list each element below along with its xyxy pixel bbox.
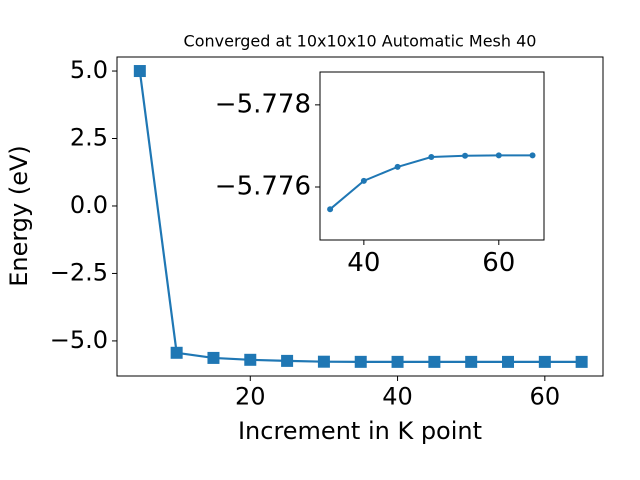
data-point bbox=[502, 355, 515, 368]
y-tick-label: 0.0 bbox=[70, 191, 108, 219]
data-point bbox=[428, 154, 435, 161]
data-point bbox=[462, 152, 469, 159]
x-tick-label: 60 bbox=[482, 248, 515, 278]
y-axis-label: Energy (eV) bbox=[5, 145, 33, 287]
y-tick-label: −5.778 bbox=[215, 89, 311, 119]
data-point bbox=[317, 355, 330, 368]
data-point bbox=[394, 163, 401, 170]
data-point bbox=[538, 355, 551, 368]
data-point bbox=[244, 353, 257, 366]
y-tick-label: −5.0 bbox=[50, 326, 108, 354]
data-point bbox=[354, 355, 367, 368]
y-tick-label: −5.776 bbox=[215, 172, 311, 202]
data-point bbox=[575, 355, 588, 368]
data-point bbox=[529, 152, 536, 159]
x-tick-label: 40 bbox=[382, 383, 413, 411]
y-tick-label: −2.5 bbox=[50, 258, 108, 286]
data-point bbox=[207, 351, 220, 364]
x-tick-label: 40 bbox=[347, 248, 380, 278]
x-tick-label: 20 bbox=[235, 383, 266, 411]
data-point bbox=[465, 355, 478, 368]
data-point bbox=[170, 346, 183, 359]
data-point bbox=[133, 65, 146, 78]
data-point bbox=[281, 354, 294, 367]
x-tick-label: 60 bbox=[530, 383, 561, 411]
x-axis-label: Increment in K point bbox=[238, 417, 482, 445]
data-point bbox=[495, 152, 502, 159]
data-point bbox=[360, 177, 367, 184]
data-point bbox=[391, 355, 404, 368]
data-point bbox=[428, 355, 441, 368]
y-tick-label: 5.0 bbox=[70, 56, 108, 84]
data-point bbox=[327, 206, 334, 213]
y-tick-label: 2.5 bbox=[70, 124, 108, 152]
chart-title: Converged at 10x10x10 Automatic Mesh 40 bbox=[184, 32, 537, 51]
